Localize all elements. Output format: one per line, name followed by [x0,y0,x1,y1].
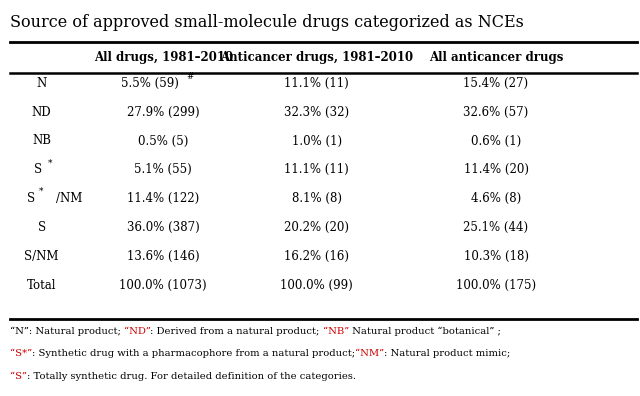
Text: 4.6% (8): 4.6% (8) [471,192,521,205]
Text: 5.5% (59): 5.5% (59) [122,77,179,89]
Text: 32.6% (57): 32.6% (57) [463,106,529,118]
Text: ND: ND [32,106,51,118]
Text: 8.1% (8): 8.1% (8) [292,192,342,205]
Text: “S*”: “S*” [10,349,32,358]
Text: : Synthetic drug with a pharmacophore from a natural product;: : Synthetic drug with a pharmacophore fr… [32,349,355,358]
Text: “ND”: “ND” [124,327,150,336]
Text: S: S [38,221,45,234]
Text: Source of approved small-molecule drugs categorized as NCEs: Source of approved small-molecule drugs … [10,14,524,31]
Text: /NM: /NM [56,192,82,205]
Text: Total: Total [27,279,56,292]
Text: 15.4% (27): 15.4% (27) [463,77,529,89]
Text: NB: NB [32,135,51,147]
Text: 25.1% (44): 25.1% (44) [463,221,529,234]
Text: 11.1% (11): 11.1% (11) [284,164,349,176]
Text: “NB”: “NB” [323,327,349,336]
Text: All anticancer drugs: All anticancer drugs [429,51,563,64]
Text: 5.1% (55): 5.1% (55) [134,164,192,176]
Text: 0.6% (1): 0.6% (1) [471,135,521,147]
Text: 13.6% (146): 13.6% (146) [127,250,200,263]
Text: S: S [28,192,35,205]
Text: 20.2% (20): 20.2% (20) [284,221,349,234]
Text: : Derived from a natural product;: : Derived from a natural product; [150,327,323,336]
Text: 0.5% (5): 0.5% (5) [138,135,188,147]
Text: : Natural product mimic;: : Natural product mimic; [384,349,510,358]
Text: S: S [35,164,42,176]
Text: 10.3% (18): 10.3% (18) [463,250,529,263]
Text: 100.0% (1073): 100.0% (1073) [120,279,207,292]
Text: “NM”: “NM” [355,349,384,358]
Text: “N”: Natural product;: “N”: Natural product; [10,327,124,336]
Text: : Totally synthetic drug. For detailed definition of the categories.: : Totally synthetic drug. For detailed d… [27,372,356,381]
Text: 32.3% (32): 32.3% (32) [284,106,349,118]
Text: #: # [186,72,194,80]
Text: 1.0% (1): 1.0% (1) [292,135,342,147]
Text: N: N [36,77,47,89]
Text: 27.9% (299): 27.9% (299) [127,106,200,118]
Text: 11.4% (20): 11.4% (20) [463,164,529,176]
Text: 11.1% (11): 11.1% (11) [284,77,349,89]
Text: Natural product “botanical” ;: Natural product “botanical” ; [349,327,501,336]
Text: 36.0% (387): 36.0% (387) [127,221,200,234]
Text: Anticancer drugs, 1981–2010: Anticancer drugs, 1981–2010 [220,51,413,64]
Text: *: * [38,187,44,196]
Text: “S”: “S” [10,372,27,381]
Text: S/NM: S/NM [24,250,59,263]
Text: 11.4% (122): 11.4% (122) [127,192,199,205]
Text: 16.2% (16): 16.2% (16) [284,250,349,263]
Text: 100.0% (175): 100.0% (175) [456,279,536,292]
Text: *: * [47,158,52,167]
Text: All drugs, 1981–2010: All drugs, 1981–2010 [93,51,233,64]
Text: 100.0% (99): 100.0% (99) [280,279,353,292]
